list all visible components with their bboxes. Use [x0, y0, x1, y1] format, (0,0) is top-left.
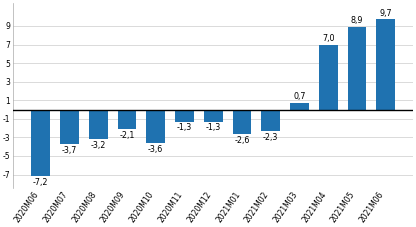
- Text: -3,7: -3,7: [62, 146, 77, 155]
- Text: -7,2: -7,2: [33, 178, 48, 187]
- Bar: [348, 27, 366, 110]
- Text: -2,6: -2,6: [234, 136, 250, 145]
- Bar: [31, 110, 50, 176]
- Text: -3,2: -3,2: [91, 141, 106, 150]
- Text: -2,1: -2,1: [119, 131, 135, 140]
- Bar: [376, 20, 395, 110]
- Text: 9,7: 9,7: [379, 9, 392, 18]
- Bar: [233, 110, 251, 134]
- Bar: [118, 110, 136, 129]
- Bar: [60, 110, 79, 144]
- Bar: [290, 103, 309, 110]
- Text: 0,7: 0,7: [293, 92, 306, 101]
- Bar: [261, 110, 280, 131]
- Text: 7,0: 7,0: [322, 34, 334, 43]
- Bar: [146, 110, 165, 143]
- Bar: [204, 110, 223, 122]
- Text: -1,3: -1,3: [177, 123, 192, 133]
- Bar: [175, 110, 194, 122]
- Text: -1,3: -1,3: [206, 123, 221, 133]
- Text: 8,9: 8,9: [351, 16, 363, 25]
- Text: -3,6: -3,6: [148, 145, 163, 154]
- Text: -2,3: -2,3: [263, 133, 278, 142]
- Bar: [89, 110, 108, 139]
- Bar: [319, 44, 337, 110]
